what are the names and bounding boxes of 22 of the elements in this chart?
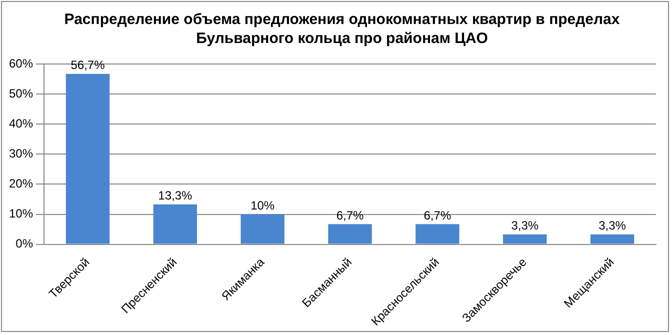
data-label: 3,3% (511, 218, 539, 233)
y-tick-label: 0% (16, 236, 34, 251)
bar (503, 234, 547, 244)
data-label: 13,3% (158, 188, 192, 203)
data-label: 3,3% (598, 218, 626, 233)
y-tick-label: 60% (8, 56, 34, 70)
chart-title: Распределение объема предложения однокомнатных квартир в пределах Бульварного кольца про районам ЦАО (63, 10, 621, 48)
y-tick-label: 40% (8, 116, 34, 130)
bar (590, 234, 634, 244)
y-tick-label: 10% (8, 206, 34, 221)
bar (328, 224, 372, 244)
y-tick-label: 20% (8, 176, 34, 191)
bar (416, 224, 460, 244)
data-label: 6,7% (336, 208, 364, 222)
data-label: 6,7% (424, 208, 452, 222)
data-label: 10% (250, 198, 275, 213)
data-label: 56,7% (70, 58, 106, 72)
bar (66, 74, 110, 244)
y-tick-label: 50% (8, 86, 34, 100)
bar (240, 214, 284, 244)
bar (153, 204, 198, 244)
y-tick-label: 30% (8, 146, 34, 160)
